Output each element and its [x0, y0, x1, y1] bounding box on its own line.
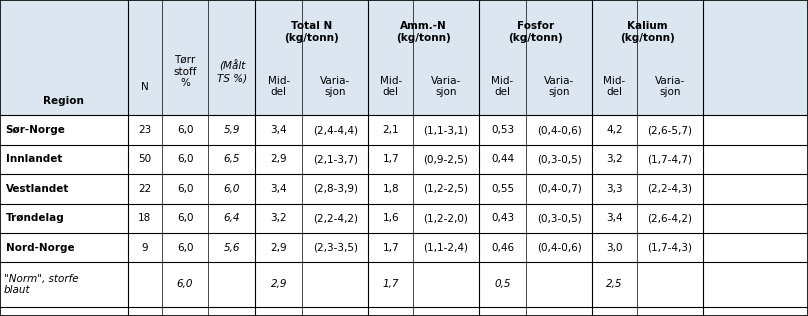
Text: 5,6: 5,6	[224, 243, 240, 252]
Text: (2,2-4,2): (2,2-4,2)	[313, 213, 358, 223]
Text: 2,1: 2,1	[382, 125, 399, 135]
Text: Innlandet: Innlandet	[6, 155, 62, 164]
Text: 0,44: 0,44	[491, 155, 514, 164]
Text: 3,4: 3,4	[271, 125, 287, 135]
Text: Varia-
sjon: Varia- sjon	[654, 76, 685, 97]
Text: 0,46: 0,46	[491, 243, 514, 252]
Text: 50: 50	[138, 155, 151, 164]
Text: Vestlandet: Vestlandet	[6, 184, 69, 194]
Text: (1,1-3,1): (1,1-3,1)	[423, 125, 469, 135]
Text: (0,4-0,6): (0,4-0,6)	[537, 243, 582, 252]
Text: Kalium
(kg/tonn): Kalium (kg/tonn)	[621, 21, 675, 43]
Text: (1,2-2,0): (1,2-2,0)	[423, 213, 469, 223]
Text: Mid-
del: Mid- del	[380, 76, 402, 97]
Text: (1,2-2,5): (1,2-2,5)	[423, 184, 469, 194]
Text: 1,8: 1,8	[382, 184, 399, 194]
Text: 2,9: 2,9	[271, 155, 287, 164]
Text: 6,0: 6,0	[177, 243, 193, 252]
Text: (1,1-2,4): (1,1-2,4)	[423, 243, 469, 252]
Text: Amm.-N
(kg/tonn): Amm.-N (kg/tonn)	[397, 21, 451, 43]
Text: (Målt
TS %): (Målt TS %)	[217, 60, 247, 83]
Text: (1,7-4,7): (1,7-4,7)	[647, 155, 692, 164]
Bar	[0, 262, 808, 307]
Text: 6,5: 6,5	[224, 155, 240, 164]
Bar	[0, 0, 808, 115]
Text: Mid-
del: Mid- del	[604, 76, 625, 97]
Text: 1,7: 1,7	[382, 155, 399, 164]
Text: 3,2: 3,2	[271, 213, 287, 223]
Text: 6,0: 6,0	[177, 155, 193, 164]
Text: 5,9: 5,9	[224, 125, 240, 135]
Text: 0,5: 0,5	[494, 279, 511, 289]
Text: Varia-
sjon: Varia- sjon	[544, 76, 574, 97]
Text: (1,7-4,3): (1,7-4,3)	[647, 243, 692, 252]
Text: (0,9-2,5): (0,9-2,5)	[423, 155, 469, 164]
Text: (2,6-4,2): (2,6-4,2)	[647, 213, 692, 223]
Text: (2,3-3,5): (2,3-3,5)	[313, 243, 358, 252]
Text: 6,0: 6,0	[177, 279, 193, 289]
Text: 2,9: 2,9	[271, 279, 287, 289]
Text: Trøndelag: Trøndelag	[6, 213, 65, 223]
Text: Varia-
sjon: Varia- sjon	[320, 76, 351, 97]
Bar	[0, 115, 808, 145]
Text: 6,0: 6,0	[177, 184, 193, 194]
Text: 3,3: 3,3	[606, 184, 623, 194]
Text: Sør-Norge: Sør-Norge	[6, 125, 65, 135]
Text: Region: Region	[44, 96, 84, 106]
Text: 4,2: 4,2	[606, 125, 623, 135]
Text: Nord-Norge: Nord-Norge	[6, 243, 74, 252]
Bar	[0, 204, 808, 233]
Text: Fosfor
(kg/tonn): Fosfor (kg/tonn)	[508, 21, 563, 43]
Text: (2,1-3,7): (2,1-3,7)	[313, 155, 358, 164]
Text: Total N
(kg/tonn): Total N (kg/tonn)	[284, 21, 339, 43]
Text: (2,2-4,3): (2,2-4,3)	[647, 184, 692, 194]
Text: (0,3-0,5): (0,3-0,5)	[537, 213, 582, 223]
Text: 0,43: 0,43	[491, 213, 514, 223]
Bar	[0, 174, 808, 204]
Text: 18: 18	[138, 213, 151, 223]
Text: 6,0: 6,0	[224, 184, 240, 194]
Text: 3,2: 3,2	[606, 155, 623, 164]
Text: Mid-
del: Mid- del	[267, 76, 290, 97]
Text: (0,4-0,7): (0,4-0,7)	[537, 184, 582, 194]
Text: 3,4: 3,4	[606, 213, 623, 223]
Text: 0,55: 0,55	[491, 184, 514, 194]
Text: Mid-
del: Mid- del	[491, 76, 514, 97]
Text: (2,8-3,9): (2,8-3,9)	[313, 184, 358, 194]
Text: 2,5: 2,5	[606, 279, 623, 289]
Text: 6,0: 6,0	[177, 125, 193, 135]
Text: (2,4-4,4): (2,4-4,4)	[313, 125, 358, 135]
Text: (0,4-0,6): (0,4-0,6)	[537, 125, 582, 135]
Text: (0,3-0,5): (0,3-0,5)	[537, 155, 582, 164]
Text: N: N	[141, 82, 149, 92]
Bar	[0, 145, 808, 174]
Text: 6,0: 6,0	[177, 213, 193, 223]
Text: 3,0: 3,0	[606, 243, 623, 252]
Bar	[0, 233, 808, 262]
Text: "Norm", storfe
blaut: "Norm", storfe blaut	[4, 274, 78, 295]
Text: 6,4: 6,4	[224, 213, 240, 223]
Text: 22: 22	[138, 184, 151, 194]
Text: 2,9: 2,9	[271, 243, 287, 252]
Text: 1,7: 1,7	[382, 279, 399, 289]
Text: 23: 23	[138, 125, 151, 135]
Text: 3,4: 3,4	[271, 184, 287, 194]
Text: 1,7: 1,7	[382, 243, 399, 252]
Text: 0,53: 0,53	[491, 125, 514, 135]
Text: 1,6: 1,6	[382, 213, 399, 223]
Text: (2,6-5,7): (2,6-5,7)	[647, 125, 692, 135]
Text: Varia-
sjon: Varia- sjon	[431, 76, 461, 97]
Text: Tørr
stoff
%: Tørr stoff %	[173, 55, 197, 88]
Text: 9: 9	[141, 243, 148, 252]
